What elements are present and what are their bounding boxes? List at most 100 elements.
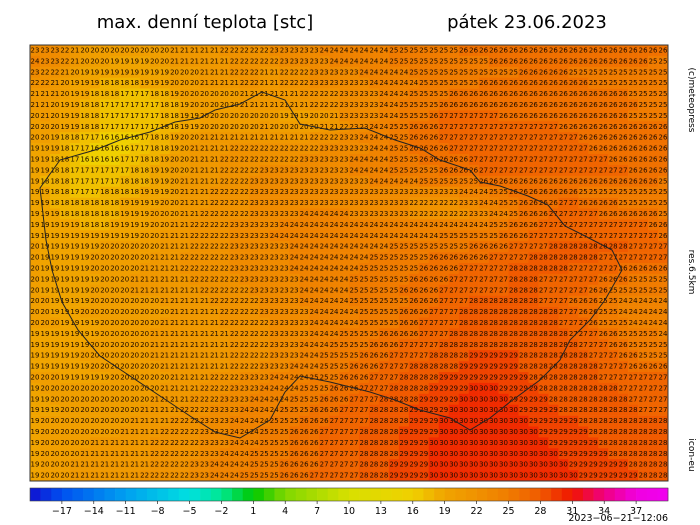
temperature-value: 25 [389,243,398,251]
temperature-value: 24 [310,264,319,272]
temperature-cell [259,88,270,100]
temperature-value: 27 [559,145,568,153]
temperature-value: 28 [369,417,378,425]
temperature-value: 23 [330,177,339,185]
temperature-value: 26 [589,101,598,109]
temperature-value: 25 [389,46,398,54]
temperature-value: 24 [270,395,279,403]
temperature-value: 26 [479,254,488,262]
temperature-value: 25 [649,341,658,349]
temperature-value: 21 [170,308,179,316]
temperature-value: 23 [300,57,309,65]
temperature-value: 24 [320,319,329,327]
temperature-value: 20 [220,90,229,98]
temperature-cell [588,77,599,89]
temperature-value: 24 [280,221,289,229]
temperature-value: 23 [280,308,289,316]
temperature-value: 30 [489,439,498,447]
temperature-value: 24 [350,243,359,251]
temperature-value: 21 [140,264,149,272]
temperature-value: 17 [110,177,119,185]
temperature-value: 28 [539,384,548,392]
temperature-cell [458,88,469,100]
temperature-value: 29 [439,373,448,381]
temperature-value: 29 [569,439,578,447]
temperature-value: 22 [240,330,249,338]
temperature-value: 20 [210,90,219,98]
temperature-value: 25 [649,112,658,120]
temperature-value: 26 [589,123,598,131]
temperature-value: 29 [519,384,528,392]
temperature-value: 24 [350,254,359,262]
temperature-value: 21 [170,232,179,240]
temperature-value: 20 [90,57,99,65]
temperature-cell [139,55,150,68]
temperature-value: 30 [459,428,468,436]
temperature-cell [408,66,420,78]
temperature-cell [638,45,649,57]
temperature-cell [49,99,61,111]
temperature-cell [528,55,539,68]
temperature-value: 22 [310,145,319,153]
temperature-value: 26 [659,363,668,371]
temperature-value: 25 [340,330,349,338]
temperature-value: 20 [60,384,69,392]
temperature-value: 26 [609,155,618,163]
temperature-value: 28 [519,286,528,294]
temperature-value: 23 [270,177,279,185]
temperature-value: 24 [479,221,488,229]
temperature-value: 27 [629,221,638,229]
temperature-value: 19 [90,243,99,251]
temperature-value: 25 [469,79,478,87]
temperature-value: 25 [399,254,408,262]
temperature-value: 23 [200,428,209,436]
temperature-cell [468,45,479,57]
temperature-value: 29 [509,363,518,371]
temperature-value: 26 [290,461,299,469]
temperature-value: 25 [419,68,428,76]
temperature-value: 27 [539,134,548,142]
temperature-value: 24 [300,221,309,229]
temperature-value: 29 [509,373,518,381]
temperature-cell [49,55,61,68]
temperature-value: 30 [429,439,438,447]
temperature-cell [648,77,659,89]
temperature-value: 28 [559,330,568,338]
temperature-value: 30 [439,461,448,469]
temperature-value: 24 [369,134,378,142]
temperature-value: 23 [290,352,299,360]
temperature-value: 25 [659,341,668,349]
temperature-value: 29 [579,461,588,469]
temperature-value: 25 [419,101,428,109]
temperature-value: 27 [489,145,498,153]
temperature-value: 25 [379,308,388,316]
temperature-value: 26 [429,275,438,283]
temperature-value: 29 [439,395,448,403]
temperature-value: 20 [150,319,159,327]
temperature-value: 28 [359,461,368,469]
temperature-value: 22 [220,46,229,54]
temperature-value: 24 [320,308,329,316]
temperature-value: 27 [539,221,548,229]
temperature-value: 21 [220,363,229,371]
temperature-cell [129,110,140,122]
temperature-value: 26 [519,79,528,87]
temperature-value: 27 [579,232,588,240]
temperature-value: 24 [300,297,309,305]
temperature-cell [289,66,300,78]
temperature-value: 29 [559,450,568,458]
temperature-value: 22 [240,308,249,316]
temperature-value: 20 [90,406,99,414]
temperature-value: 21 [280,134,289,142]
temperature-cell [59,77,71,89]
temperature-value: 22 [240,68,249,76]
temperature-value: 26 [479,90,488,98]
temperature-value: 26 [469,90,478,98]
temperature-value: 30 [519,461,528,469]
temperature-cell [618,55,629,68]
temperature-cell [378,45,390,57]
temperature-value: 24 [359,254,368,262]
temperature-cell [598,88,609,100]
temperature-value: 28 [439,352,448,360]
temperature-value: 26 [389,330,398,338]
